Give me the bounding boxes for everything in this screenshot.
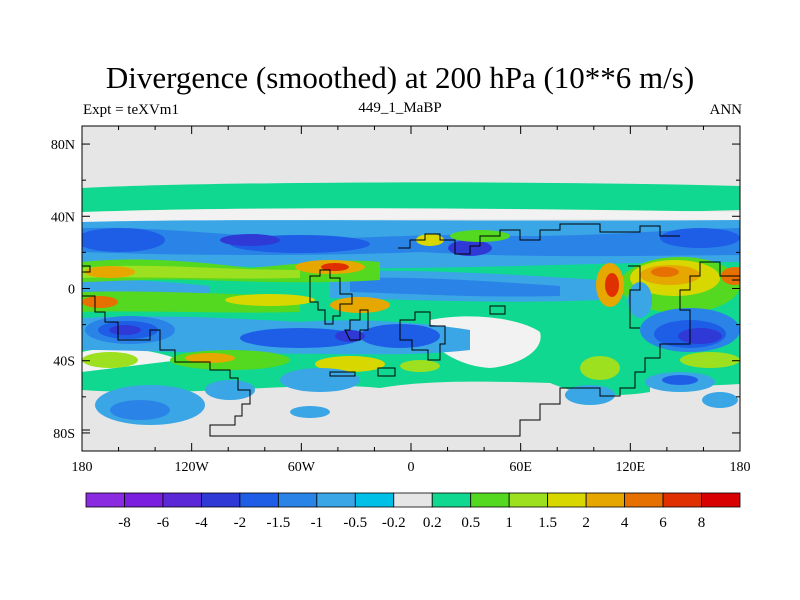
- field-blob: [628, 282, 652, 318]
- x-tick-label: 60E: [509, 460, 532, 475]
- field-blob: [85, 266, 135, 278]
- field-blob: [335, 330, 365, 342]
- field-blob: [321, 263, 349, 271]
- field-blob: [240, 328, 360, 348]
- boundary-line: [489, 305, 506, 315]
- colorbar-label: -4: [195, 515, 208, 531]
- colorbar-label: 1: [505, 515, 513, 531]
- chart-title: Divergence (smoothed) at 200 hPa (10**6 …: [105, 60, 695, 95]
- colorbar-label: 0.5: [461, 515, 480, 531]
- boundary-line: [399, 311, 446, 361]
- boundary-line: [82, 265, 91, 273]
- boundary-line: [329, 371, 356, 377]
- colorbar-box: [701, 492, 741, 508]
- colorbar-label: 1.5: [538, 515, 557, 531]
- season-label: ANN: [709, 102, 743, 118]
- field-blob: [565, 385, 615, 405]
- field-blob: [605, 273, 619, 297]
- boundary-line: [628, 265, 641, 329]
- field-blob: [662, 375, 698, 385]
- colorbar-box: [431, 492, 472, 508]
- y-tick-label: 80N: [51, 138, 75, 153]
- colorbar-box: [124, 492, 164, 508]
- field-blob: [400, 360, 440, 372]
- colorbar-label: -0.5: [343, 515, 367, 531]
- field-blob: [702, 392, 738, 408]
- field-blob: [290, 406, 330, 418]
- experiment-label: Expt = teXVm1: [83, 102, 179, 118]
- x-axis: 180 120W 60W 0 60E 120E 180: [72, 126, 751, 475]
- colorbar-label: -2: [234, 515, 247, 531]
- colorbar-box: [201, 492, 241, 508]
- field-blob: [416, 234, 444, 246]
- field-blob: [82, 352, 138, 368]
- colorbar: -8 -6 -4 -2 -1.5 -1 -0.5 -0.2 0.2 0.5 1 1.5 2 4 6 8: [85, 492, 741, 531]
- colorbar-label: 4: [621, 515, 629, 531]
- field-blob: [580, 356, 620, 380]
- y-tick-label: 40S: [53, 355, 75, 370]
- field-blob: [330, 297, 390, 313]
- colorbar-box: [585, 492, 625, 508]
- field-band: [82, 182, 740, 215]
- field-blob: [280, 368, 360, 392]
- colorbar-label: 8: [698, 515, 706, 531]
- colorbar-label: -8: [118, 515, 131, 531]
- boundary-line: [309, 269, 353, 325]
- colorbar-label: 0.2: [423, 515, 442, 531]
- field-layer: [82, 182, 740, 425]
- field-blob: [110, 400, 170, 420]
- colorbar-box: [508, 492, 549, 508]
- field-blob: [651, 267, 679, 277]
- x-tick-label: 120E: [616, 460, 646, 475]
- field-blob: [185, 353, 235, 363]
- field-blob: [225, 294, 315, 306]
- colorbar-box: [277, 492, 318, 508]
- colorbar-box: [316, 492, 356, 508]
- field-blob: [109, 325, 141, 335]
- colorbar-box: [354, 492, 395, 508]
- colorbar-box: [85, 492, 125, 508]
- x-tick-label: 180: [730, 460, 751, 475]
- field-band: [350, 277, 560, 297]
- field-blob: [220, 234, 280, 246]
- x-tick-label: 60W: [288, 460, 316, 475]
- field-blob: [82, 296, 118, 308]
- colorbar-box: [624, 492, 664, 508]
- colorbar-box: [662, 492, 702, 508]
- colorbar-label: 2: [582, 515, 590, 531]
- field-blob: [82, 228, 165, 252]
- colorbar-label: -1.5: [266, 515, 290, 531]
- field-blob: [315, 356, 385, 372]
- colorbar-box: [470, 492, 510, 508]
- run-label: 449_1_MaBP: [358, 100, 442, 116]
- field-blob: [678, 328, 722, 344]
- boundary-line: [82, 261, 740, 437]
- colorbar-box: [239, 492, 279, 508]
- field-band: [82, 265, 300, 279]
- colorbar-box: [162, 492, 202, 508]
- colorbar-label: -0.2: [382, 515, 406, 531]
- colorbar-label: -1: [311, 515, 324, 531]
- boundary-line: [344, 309, 369, 341]
- field-blob: [680, 352, 740, 368]
- y-tick-label: 0: [68, 283, 75, 298]
- x-tick-label: 180: [72, 460, 93, 475]
- field-band: [82, 279, 210, 294]
- y-axis: 80N 40N 0 40S 80S: [51, 138, 740, 442]
- boundary-line: [398, 223, 680, 255]
- field-band: [82, 208, 740, 222]
- colorbar-box: [547, 492, 587, 508]
- boundary-line: [377, 367, 396, 377]
- field-blob: [660, 228, 740, 248]
- colorbar-box: [393, 492, 433, 508]
- x-tick-label: 120W: [175, 460, 210, 475]
- colorbar-label: -6: [157, 515, 170, 531]
- boundary-lines: [82, 223, 740, 437]
- x-tick-label: 0: [408, 460, 415, 475]
- field-blob: [205, 380, 255, 400]
- colorbar-label: 6: [659, 515, 667, 531]
- y-tick-label: 80S: [53, 427, 75, 442]
- y-tick-label: 40N: [51, 210, 75, 225]
